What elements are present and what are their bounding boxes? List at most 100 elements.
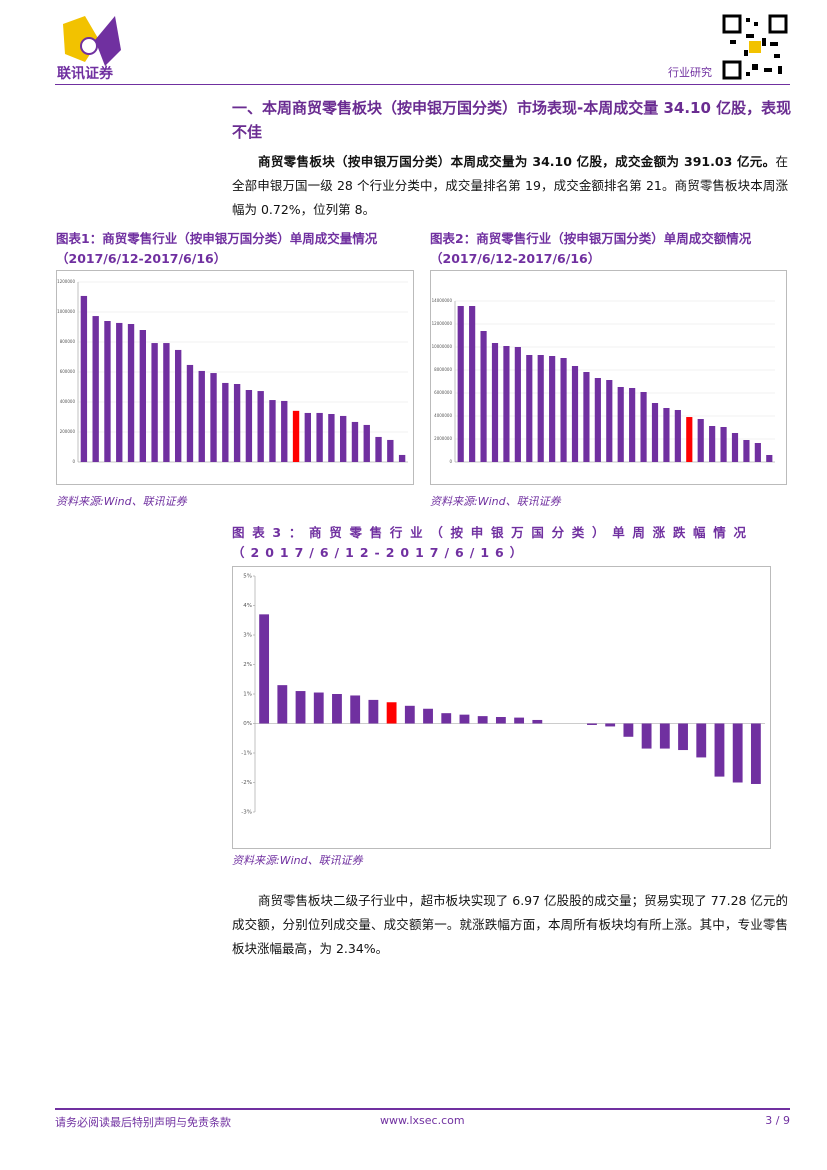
y-tick-label: 800000: [60, 339, 76, 344]
bar: [277, 685, 288, 724]
chart: -3% -2% -1% 0% 1% 2% 3% 4% 5%: [232, 566, 771, 849]
bar: [292, 410, 300, 462]
bar: [313, 692, 324, 724]
bar: [532, 719, 543, 724]
y-tick-label: 1200000: [57, 279, 75, 284]
bar: [674, 409, 681, 462]
section-heading: 一、本周商贸零售板块（按申银万国分类）市场表现-本周成交量 34.10 亿股，表…: [232, 99, 792, 141]
y-tick-label: 14000000: [432, 298, 453, 303]
bar: [139, 330, 147, 462]
footer-rule: [55, 1108, 790, 1110]
y-tick-label: 600000: [60, 369, 76, 374]
chart: 0 200000 400000 600000 800000 1000000 1200000: [56, 270, 414, 485]
figure-title: 图表2：商贸零售行业（按申银万国分类）单周成交额情况（2017/6/12-201…: [430, 229, 790, 269]
qr-finder: [722, 60, 742, 80]
y-tick-label: 0: [72, 459, 75, 464]
logo-text: 联讯证券: [57, 65, 114, 82]
bar: [663, 407, 670, 462]
y-tick-label: 2000000: [434, 436, 452, 441]
bar: [714, 723, 725, 777]
bar: [696, 723, 707, 758]
bar: [259, 614, 270, 724]
bar: [750, 723, 761, 784]
qr-pattern: [730, 18, 782, 76]
source: 资料来源:Wind、联讯证券: [232, 854, 363, 867]
paragraph: 商贸零售板块（按申银万国分类）本周成交量为 34.10 亿股，成交金额为 391…: [232, 150, 788, 222]
bar: [587, 723, 597, 725]
y-tick-label: 6000000: [434, 390, 452, 395]
bar: [477, 716, 488, 724]
header-rule: [55, 84, 790, 85]
bar: [332, 694, 342, 724]
bar: [441, 713, 452, 724]
y-tick-label: -2%: [241, 780, 252, 786]
bar: [245, 390, 253, 462]
bar: [480, 331, 487, 462]
y-tick-label: 12000000: [432, 321, 453, 326]
bar: [351, 421, 359, 462]
source: 资料来源:Wind、联讯证券: [430, 495, 561, 508]
bar: [186, 364, 194, 462]
bar: [174, 349, 182, 462]
y-tick-label: 1%: [243, 692, 252, 698]
qr-finder: [722, 14, 742, 34]
logo: 联讯证券: [57, 16, 121, 82]
bar: [594, 378, 601, 462]
bar: [398, 454, 406, 462]
bar: [295, 691, 306, 724]
y-tick-label: 8000000: [434, 367, 452, 372]
figure-title-text: 商贸零售行业（按申银万国分类）单周成交量情况（2017/6/12-2017/6/…: [56, 231, 378, 266]
bar: [339, 415, 347, 462]
figure-label: 图表2：: [430, 231, 477, 246]
bar: [709, 426, 716, 462]
bar: [210, 373, 217, 462]
y-tick-label: 3%: [243, 633, 252, 639]
bar: [605, 723, 616, 727]
bar: [316, 412, 323, 462]
bar: [198, 370, 205, 462]
bar: [269, 400, 276, 462]
y-tick-label: 5%: [243, 574, 252, 580]
paragraph-text: 在全部申银万国一级 28 个行业分类中，成交量排名第 19，成交金额排名第 21…: [232, 154, 788, 217]
bar: [678, 723, 688, 751]
bar: [80, 295, 88, 462]
paragraph-bold: 商贸零售板块（按申银万国分类）本周成交量为 34.10 亿股，成交金额为 391…: [258, 154, 776, 169]
bar: [651, 403, 659, 462]
bar: [328, 414, 335, 462]
bar: [151, 343, 158, 462]
y-tick-label: 10000000: [432, 344, 453, 349]
bar: [720, 427, 727, 462]
bar: [350, 695, 361, 724]
figure-label: 图表1：: [56, 231, 103, 246]
figure-title-text: 商贸零售行业（按申银万国分类）单周涨跌幅情况（2017/6/12-2017/6/…: [232, 525, 752, 560]
bar: [606, 380, 613, 462]
bar: [549, 356, 556, 462]
bar: [104, 321, 111, 462]
bar: [503, 345, 510, 462]
website: www.lxsec.com: [380, 1114, 465, 1127]
bar: [127, 324, 135, 462]
bar: [731, 432, 739, 462]
bar: [257, 391, 264, 462]
bar: [514, 717, 525, 724]
y-tick-label: 200000: [60, 429, 76, 434]
bar: [495, 717, 506, 724]
y-tick-label: -3%: [241, 810, 252, 816]
bar: [233, 384, 241, 462]
bar: [116, 322, 123, 462]
bar: [560, 358, 567, 462]
bar: [766, 454, 773, 462]
bar: [617, 386, 624, 462]
page-number: 3 / 9: [765, 1114, 790, 1127]
bar: [640, 391, 647, 462]
bar: [469, 306, 476, 462]
bar: [387, 439, 394, 462]
bar: [491, 342, 499, 462]
bar: [623, 723, 634, 737]
bar: [697, 419, 704, 462]
y-tick-label: -1%: [241, 751, 252, 757]
source: 资料来源:Wind、联讯证券: [56, 495, 187, 508]
y-tick-label: 0: [449, 459, 452, 464]
bar: [222, 382, 229, 462]
